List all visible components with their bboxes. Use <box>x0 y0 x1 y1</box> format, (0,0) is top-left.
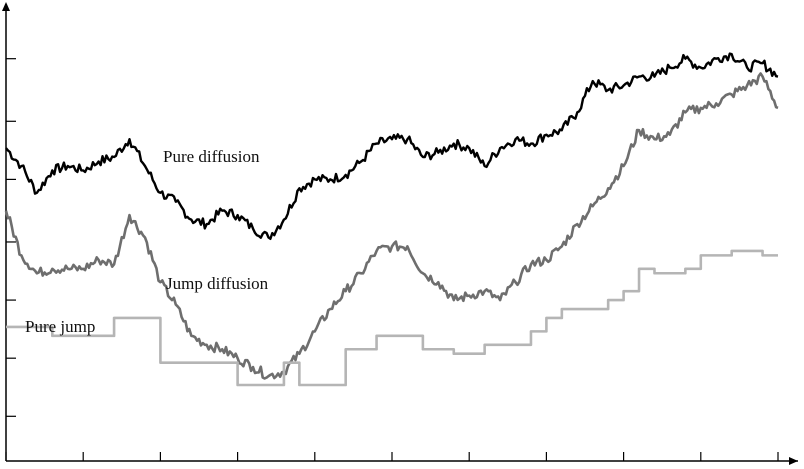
annotation-pure-diffusion: Pure diffusion <box>163 147 260 166</box>
chart-axes <box>2 2 798 465</box>
x-axis-arrow <box>789 457 798 465</box>
series-line-pure-jump <box>6 249 778 387</box>
annotation-pure-jump: Pure jump <box>25 317 95 336</box>
annotation-jump-diffusion: Jump diffusion <box>166 274 269 293</box>
series-line-pure-diffusion <box>5 52 779 240</box>
series-line-jump-diffusion <box>4 72 779 380</box>
y-axis-arrow <box>2 2 10 11</box>
chart-series-layer <box>4 52 779 387</box>
chart-annotation-layer: Pure diffusion Jump diffusion Pure jump <box>25 147 269 336</box>
